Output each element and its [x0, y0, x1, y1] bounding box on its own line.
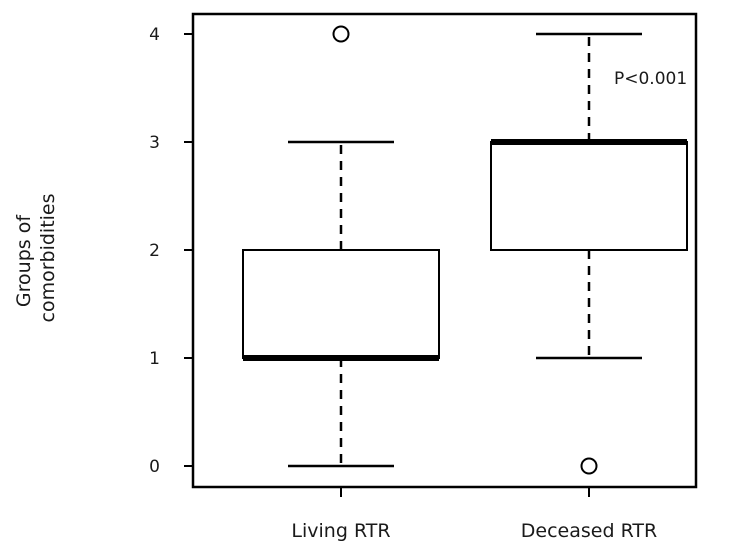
- y-tick-label-0: 0: [149, 457, 160, 477]
- x-category-label-2: Deceased RTR: [521, 520, 657, 542]
- p-value-annotation: P<0.001: [614, 69, 687, 89]
- y-tick-label-2: 2: [149, 241, 160, 261]
- svg-text:Groups of comorbidities: Groups of comorbidities: [13, 193, 59, 322]
- plot-area: 0 1 2 3 4 Living RTR Deceased RTR: [149, 12, 698, 542]
- box-2: [490, 141, 688, 251]
- outlier-point-2-1: [580, 457, 598, 475]
- box-1: [242, 249, 440, 359]
- y-tick-label-4: 4: [149, 25, 160, 45]
- y-tick-label-3: 3: [149, 133, 160, 153]
- outlier-point-1-1: [332, 25, 350, 43]
- y-axis-title: Groups of comorbidities: [13, 193, 59, 322]
- x-category-label-1: Living RTR: [291, 520, 390, 542]
- y-tick-label-1: 1: [149, 349, 160, 369]
- y-axis-title-line-2: comorbidities: [37, 193, 59, 322]
- y-axis-title-line-1: Groups of: [13, 214, 35, 307]
